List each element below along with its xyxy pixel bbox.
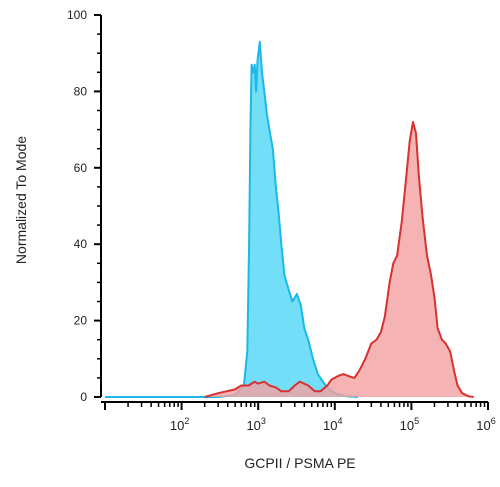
y-tick-label: 20	[74, 314, 88, 328]
y-tick-label: 60	[74, 161, 88, 175]
y-tick-label: 80	[74, 84, 88, 98]
y-axis-title: Normalized To Mode	[13, 136, 29, 264]
histogram-area-2	[204, 122, 474, 397]
y-tick-label: 0	[80, 390, 87, 404]
histogram-line-1	[105, 40, 358, 398]
y-tick-label: 40	[74, 237, 88, 251]
histogram-series-layer	[105, 40, 474, 398]
histogram-area-1	[105, 41, 358, 397]
x-tick-label: 105	[400, 416, 419, 433]
x-tick-label: 104	[323, 416, 342, 433]
x-axis-title: GCPII / PSMA PE	[244, 455, 355, 471]
histogram-line-2	[204, 121, 474, 398]
y-tick-label: 100	[67, 8, 87, 22]
x-tick-label: 102	[170, 416, 189, 433]
x-tick-label: 106	[476, 416, 495, 433]
axes: 0 20 40 60 80 100 102 103 104 105 106	[67, 8, 496, 433]
x-tick-label: 103	[246, 416, 265, 433]
